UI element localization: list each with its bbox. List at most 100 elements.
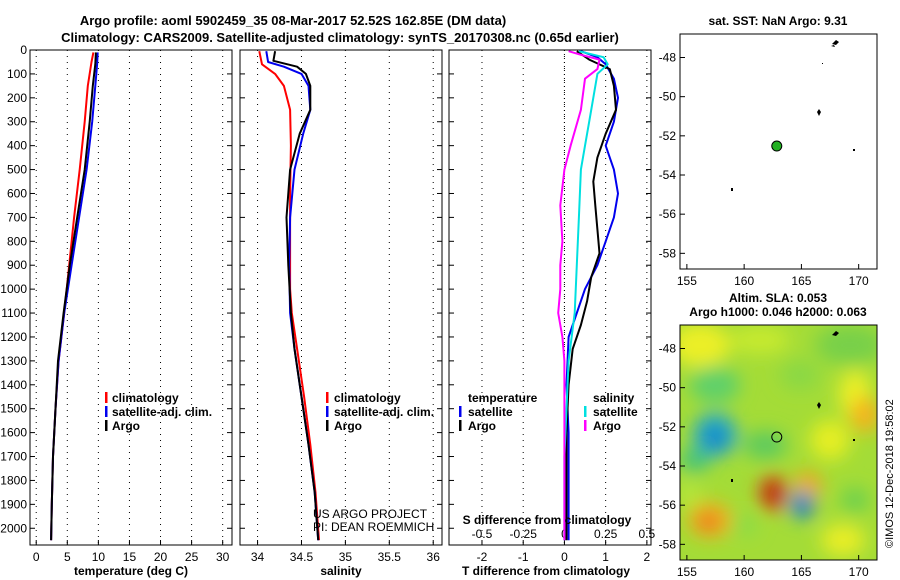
legend-satellite: satellite-adj. clim. <box>112 405 212 419</box>
credits-line2: PI: DEAN ROEMMICH <box>313 520 434 534</box>
sla-blob <box>705 428 725 448</box>
depth-tick-labels: 0 100 200 300 400 500 600 700 800 900 1000 1100 1200… <box>0 43 27 535</box>
map-y-tick-label: -50 <box>659 381 677 395</box>
depth-tick-label: 100 <box>7 67 27 81</box>
sst-map-title: sat. SST: NaN Argo: 9.31 <box>709 14 848 28</box>
salinity-legend: climatology satellite-adj. clim. Argo <box>326 391 434 433</box>
land-islet <box>822 63 823 64</box>
sla-blob <box>799 502 811 514</box>
depth-tick-label: 1700 <box>0 450 27 464</box>
x-tick-label: 36 <box>427 550 441 564</box>
legend-mark-satellite <box>326 406 329 417</box>
series-argo <box>272 51 320 541</box>
legend-s-satellite: satellite <box>593 405 638 419</box>
series-t-argo <box>565 50 617 541</box>
sla-blob <box>810 420 850 460</box>
x-tick-label: 20 <box>154 550 168 564</box>
legend-mark-t-satellite <box>459 406 462 417</box>
x-tick-label: 30 <box>216 550 230 564</box>
depth-tick-label: 1100 <box>1 306 27 320</box>
salinity-profiles <box>258 50 320 541</box>
land-auckland-islands <box>832 331 839 336</box>
legend-t-satellite: satellite <box>468 405 513 419</box>
sla-blob <box>766 484 780 502</box>
sst-map-frame <box>679 33 878 270</box>
credits-line1: US ARGO PROJECT <box>313 507 428 521</box>
map-y-tick-label: -54 <box>659 459 677 473</box>
legend-mark-climatology <box>105 392 108 403</box>
map-x-tick-label: 165 <box>791 565 811 579</box>
legend-argo: Argo <box>112 419 140 433</box>
salinity-grid <box>240 49 442 545</box>
depth-tick-label: 1400 <box>0 378 27 392</box>
argo-position-marker <box>771 140 783 152</box>
argo-position-marker <box>771 431 783 443</box>
depth-tick-label: 1800 <box>0 473 27 487</box>
map-x-tick-label: 170 <box>849 565 869 579</box>
sla-map-title-line2: Argo h1000: 0.046 h2000: 0.063 <box>689 305 867 319</box>
legend-climatology: climatology <box>334 391 401 405</box>
legend-mark-satellite <box>105 406 108 417</box>
salinity-plot-frame <box>239 49 443 546</box>
legend-mark-argo <box>105 420 108 431</box>
s-diff-tick-label: -0.5 <box>472 527 493 541</box>
map-y-tick-label: -58 <box>659 246 677 260</box>
temperature-panel: 0100200300400500600700800900100011001200… <box>0 43 233 578</box>
legend-mark-s-argo <box>584 420 587 431</box>
depth-tick-label: 600 <box>7 186 27 200</box>
sla-map-coastline <box>731 331 855 482</box>
legend-argo: Argo <box>334 419 362 433</box>
temperature-tick-labels: 0 5 10 15 20 25 30 <box>33 550 230 564</box>
sla-blob <box>851 397 877 433</box>
sst-map-ticks: 155 160 165 170 -48 -50 -52 -54 -56 -58 <box>659 51 869 289</box>
depth-tick-label: 1300 <box>0 354 27 368</box>
sla-map-frame <box>679 324 878 561</box>
x-tick-label: 35.5 <box>378 550 402 564</box>
series-t-satellite <box>565 50 619 541</box>
sla-map-panel: Altim. SLA: 0.053 Argo h1000: 0.046 h200… <box>659 291 878 580</box>
temperature-profiles <box>50 52 99 541</box>
sla-blob <box>680 448 710 472</box>
temperature-plot-frame <box>29 49 233 546</box>
sst-map-panel: sat. SST: NaN Argo: 9.31 155 160 165 170 -48… <box>659 14 878 289</box>
x-tick-label: 0 <box>33 550 40 564</box>
s-difference-xlabel: S difference from climatology <box>463 513 632 527</box>
sla-map-ticks: 155 160 165 170 -48 -50 -52 -54 -56 -58 <box>659 342 869 580</box>
sla-map-argo-marker <box>771 431 783 443</box>
depth-tick-label: 1500 <box>0 402 27 416</box>
x-tick-label: 34.5 <box>290 550 314 564</box>
depth-tick-label: 2000 <box>0 521 27 535</box>
map-y-tick-label: -56 <box>659 498 677 512</box>
x-tick-label: 15 <box>123 550 137 564</box>
sla-blob <box>743 431 787 459</box>
map-y-tick-label: -52 <box>659 420 677 434</box>
legend-salinity-title: salinity <box>593 391 635 405</box>
map-y-tick-label: -48 <box>659 342 677 356</box>
legend-climatology: climatology <box>112 391 179 405</box>
legend-mark-climatology <box>326 392 329 403</box>
series-s-satellite <box>563 50 609 541</box>
sla-anomaly-field <box>680 325 877 556</box>
map-x-tick-label: 155 <box>677 565 697 579</box>
x-tick-label: 25 <box>185 550 199 564</box>
x-tick-label: -1 <box>518 550 529 564</box>
x-tick-label: 34 <box>251 550 265 564</box>
title-line2: Climatology: CARS2009. Satellite-adjuste… <box>61 30 619 45</box>
depth-tick-label: 1600 <box>0 426 27 440</box>
depth-tick-label: 500 <box>7 163 27 177</box>
depth-tick-label: 0 <box>20 43 27 57</box>
t-difference-tick-labels: -2 -1 0 1 2 <box>477 550 651 564</box>
depth-tick-label: 800 <box>7 234 27 248</box>
land-campbell-island <box>817 109 821 116</box>
sla-blob <box>680 325 730 367</box>
land-islet <box>831 45 835 47</box>
legend-s-argo: Argo <box>593 419 621 433</box>
sla-heatmap <box>680 325 877 560</box>
depth-tick-label: 300 <box>7 115 27 129</box>
temperature-legend: climatology satellite-adj. clim. Argo <box>105 391 212 433</box>
land-auckland-islands <box>832 40 839 45</box>
difference-legend: temperature satellite Argo salinity sate… <box>459 391 638 433</box>
x-tick-label: -2 <box>477 550 488 564</box>
map-x-tick-label: 170 <box>849 274 869 288</box>
map-y-tick-label: -54 <box>659 168 677 182</box>
